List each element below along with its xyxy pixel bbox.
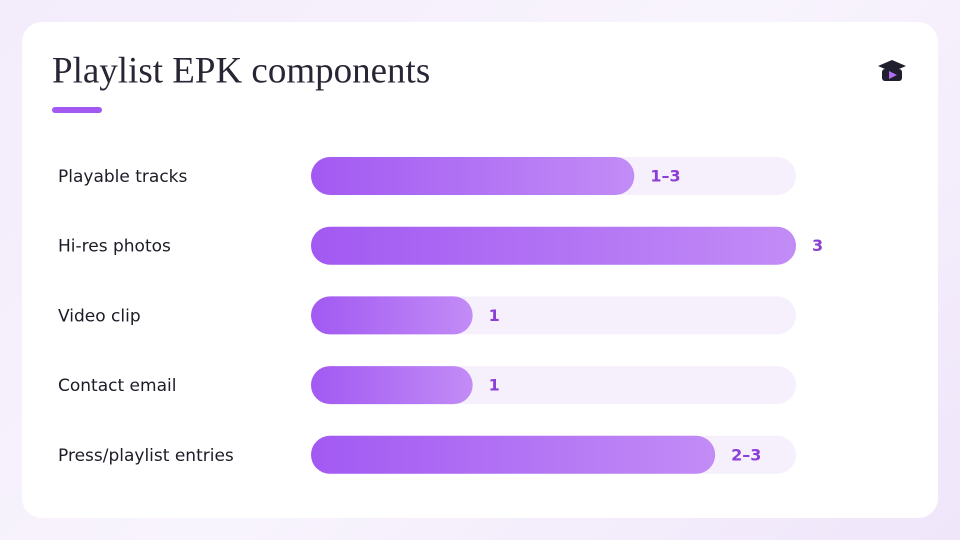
value-label: 3 [812,236,823,255]
value-label: 1 [489,376,500,395]
category-label: Playable tracks [58,167,188,187]
value-label: 2–3 [731,445,761,464]
value-label: 1 [489,306,500,325]
bar [311,435,716,474]
bar [311,157,635,195]
category-label: Video clip [58,306,141,326]
category-label: Press/playlist entries [58,446,234,466]
category-label: Hi-res photos [58,237,171,257]
bar [311,366,473,405]
value-label: 1–3 [650,167,680,186]
title-accent [52,107,102,113]
bar [311,296,473,335]
chart-title: Playlist EPK components [52,50,430,91]
category-label: Contact email [58,376,176,396]
bar [311,226,796,265]
logo [875,55,909,89]
